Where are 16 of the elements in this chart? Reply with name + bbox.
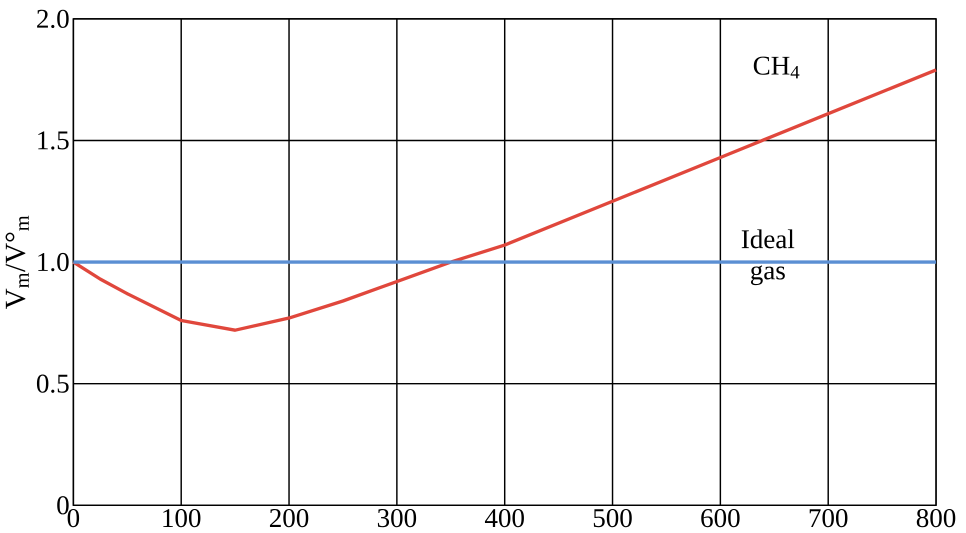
y-axis-title: V$_{m}$/V°$_{m}$ xyxy=(6,216,29,310)
x-tick-label: 100 xyxy=(163,509,200,528)
x-tick-label: 800 xyxy=(916,509,956,528)
x-tick-label: 300 xyxy=(378,509,416,528)
y-tick-label: 1.0 xyxy=(38,253,69,272)
x-tick-label: 200 xyxy=(270,509,308,528)
x-tick-label: 400 xyxy=(484,509,524,528)
x-tick-label: 700 xyxy=(810,509,848,528)
y-tick-label: 2.0 xyxy=(37,10,69,28)
y-tick-label: 0 xyxy=(57,496,69,515)
x-tick-label: 600 xyxy=(701,509,740,528)
y-tick-label: 0.5 xyxy=(36,374,69,393)
x-tick-label: 500 xyxy=(594,509,632,528)
y-tick-label: 1.5 xyxy=(38,131,69,150)
series-label: CH$_{4}$ xyxy=(754,56,800,79)
series-label: Ideal gas xyxy=(742,229,794,286)
